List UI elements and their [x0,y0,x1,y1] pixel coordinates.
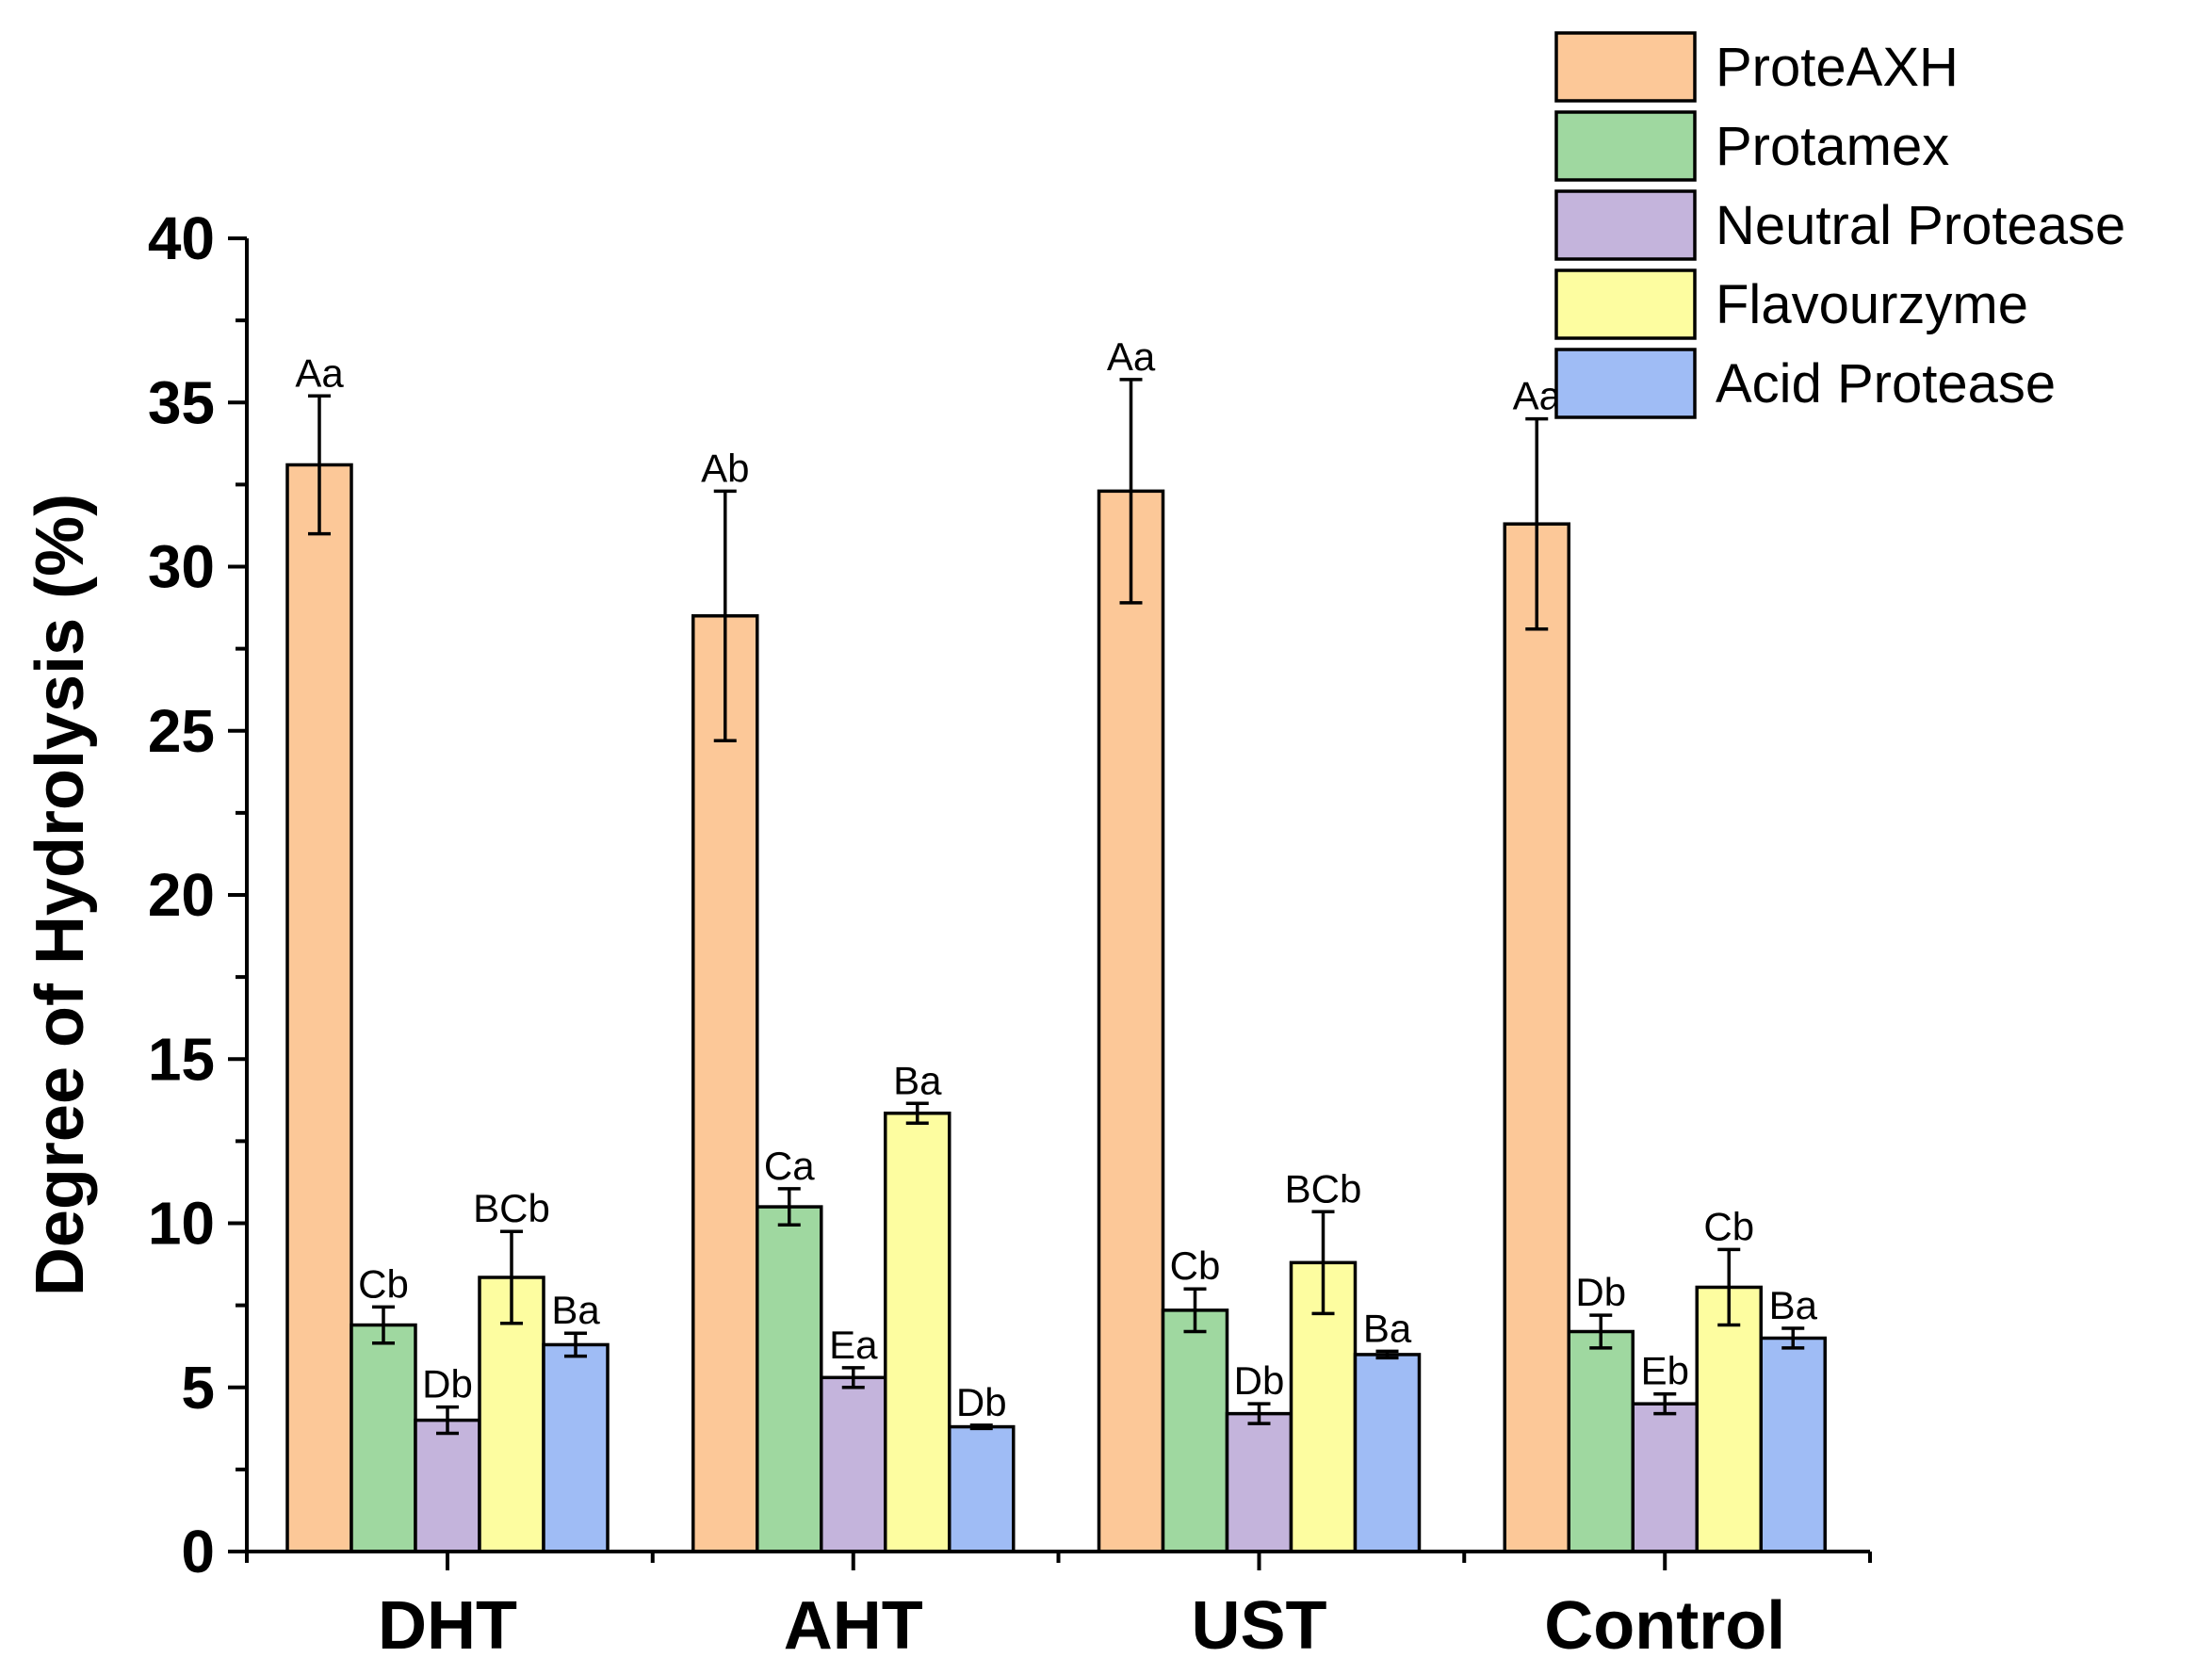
x-tick-label: Control [1544,1588,1785,1664]
bar [948,1424,1016,1553]
significance-label: BCb [473,1186,550,1230]
y-tick-label: 5 [181,1354,215,1422]
bar [1695,1285,1763,1553]
legend-swatch [1554,31,1697,103]
y-tick-label: 40 [148,204,215,272]
x-ticks-group: DHT AHT UST Control [245,1552,1872,1664]
significance-label: Db [422,1362,473,1406]
legend-swatch [1554,268,1697,340]
significance-label: Ea [829,1323,878,1367]
bar [414,1418,481,1553]
y-tick-label: 30 [148,533,215,601]
legend: ProteAXH Protamex Neutral Protease Flavourz… [1554,31,2125,419]
y-ticks-group: 0 5 10 15 20 25 30 35 40 [148,204,247,1585]
y-axis-label: Degree of Hydrolysis (%) [23,494,98,1296]
significance-label: Eb [1641,1349,1689,1393]
bar [542,1342,610,1553]
bar [350,1323,417,1553]
bar [1503,522,1570,1553]
y-tick-label: 35 [148,368,215,436]
bar [1097,489,1165,1553]
y-tick-label: 10 [148,1190,215,1258]
bar [691,614,759,1553]
x-tick-label: UST [1192,1588,1327,1664]
significance-label: Db [1234,1358,1285,1403]
y-tick-label: 25 [148,697,215,765]
significance-label: BCb [1285,1166,1362,1211]
x-tick-label: DHT [378,1588,517,1664]
legend-label: Protamex [1716,116,1949,177]
legend-label: Flavourzyme [1716,274,2028,335]
y-tick-label: 20 [148,861,215,929]
significance-label: Cb [358,1261,409,1306]
legend-swatch [1554,110,1697,182]
legend-label: Acid Protease [1716,353,2056,414]
significance-label: Cb [1170,1243,1221,1288]
significance-label: Cb [1703,1204,1754,1248]
bar [1225,1411,1293,1553]
bar [285,463,353,1553]
significance-label: Aa [295,350,344,395]
x-tick-label: AHT [784,1588,923,1664]
significance-label: Ba [1769,1283,1818,1327]
legend-swatch [1554,348,1697,419]
significance-label: Ba [893,1058,942,1102]
y-tick-label: 15 [148,1025,215,1093]
significance-label: Ba [551,1288,600,1332]
y-tick-label: 0 [181,1518,215,1585]
significance-labels-group: Aa Ab Aa Aa Cb Ca Cb Db Db Ea Db Eb BCb Ba BCb Cb Ba Db Ba… [295,334,1817,1424]
significance-label: Ab [701,446,749,490]
legend-label: ProteAXH [1716,37,1959,98]
bar [820,1375,887,1553]
bars-group [285,463,1827,1553]
error-bars-group [308,378,1805,1436]
bar [884,1112,951,1553]
significance-label: Db [956,1380,1007,1424]
bar [1567,1329,1635,1553]
legend-swatch [1554,189,1697,261]
bar [1631,1402,1699,1553]
significance-label: Ca [764,1144,815,1188]
significance-label: Aa [1107,334,1156,379]
significance-label: Db [1575,1270,1626,1314]
bar [1161,1308,1229,1553]
bar [1353,1353,1422,1553]
bar [1759,1336,1827,1553]
significance-label: Aa [1513,374,1562,418]
bar [756,1205,823,1553]
legend-label: Neutral Protease [1716,195,2125,256]
significance-label: Ba [1363,1306,1412,1350]
